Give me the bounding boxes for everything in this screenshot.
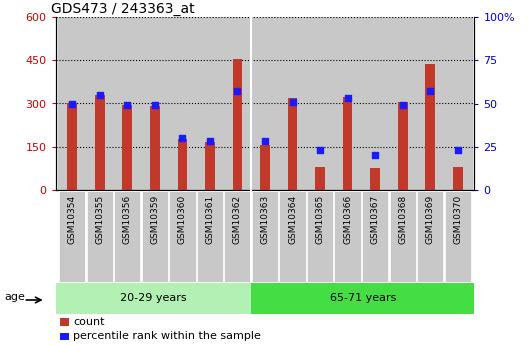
Text: GSM10368: GSM10368 <box>398 195 407 244</box>
Bar <box>370 168 380 190</box>
Bar <box>56 283 251 314</box>
Text: 20-29 years: 20-29 years <box>120 294 187 303</box>
Point <box>206 139 214 144</box>
FancyBboxPatch shape <box>197 191 223 282</box>
Bar <box>86 17 113 190</box>
Point <box>68 101 76 106</box>
Text: GSM10355: GSM10355 <box>95 195 104 244</box>
Bar <box>60 318 69 326</box>
Text: GSM10367: GSM10367 <box>370 195 379 244</box>
Bar <box>224 17 251 190</box>
FancyBboxPatch shape <box>362 191 388 282</box>
Bar <box>389 17 417 190</box>
Bar <box>178 139 187 190</box>
FancyBboxPatch shape <box>252 191 278 282</box>
Bar <box>453 167 463 190</box>
FancyBboxPatch shape <box>417 191 444 282</box>
FancyBboxPatch shape <box>224 191 251 282</box>
Bar <box>122 105 132 190</box>
Bar <box>361 17 389 190</box>
FancyBboxPatch shape <box>334 191 361 282</box>
Point <box>288 99 297 105</box>
Bar <box>260 145 270 190</box>
Point <box>454 147 462 153</box>
Bar <box>426 64 435 190</box>
Text: GDS473 / 243363_at: GDS473 / 243363_at <box>51 2 195 16</box>
Text: GSM10365: GSM10365 <box>315 195 324 244</box>
Text: count: count <box>73 317 105 327</box>
Bar <box>196 17 224 190</box>
Text: age: age <box>4 292 25 302</box>
Bar <box>251 283 474 314</box>
Point <box>316 147 324 153</box>
Text: GSM10356: GSM10356 <box>123 195 132 244</box>
Bar <box>398 102 408 190</box>
Bar <box>95 95 104 190</box>
Point <box>151 102 159 108</box>
Point <box>261 139 269 144</box>
Bar <box>67 104 77 190</box>
Text: GSM10370: GSM10370 <box>453 195 462 244</box>
FancyBboxPatch shape <box>169 191 196 282</box>
FancyBboxPatch shape <box>445 191 471 282</box>
FancyBboxPatch shape <box>142 191 168 282</box>
Point <box>343 96 352 101</box>
Bar <box>113 17 141 190</box>
Point <box>123 102 131 108</box>
Point <box>178 135 187 141</box>
Bar <box>306 17 334 190</box>
Text: GSM10361: GSM10361 <box>206 195 215 244</box>
Text: GSM10354: GSM10354 <box>68 195 77 244</box>
Text: 65-71 years: 65-71 years <box>330 294 396 303</box>
Text: GSM10369: GSM10369 <box>426 195 435 244</box>
Text: GSM10363: GSM10363 <box>261 195 269 244</box>
Point <box>371 152 379 158</box>
FancyBboxPatch shape <box>59 191 85 282</box>
Bar <box>417 17 444 190</box>
Bar <box>251 17 279 190</box>
Bar <box>334 17 361 190</box>
Bar <box>169 17 196 190</box>
Text: percentile rank within the sample: percentile rank within the sample <box>73 331 261 341</box>
Bar <box>141 17 169 190</box>
Bar <box>279 17 306 190</box>
FancyBboxPatch shape <box>114 191 140 282</box>
Text: GSM10359: GSM10359 <box>151 195 160 244</box>
Bar <box>60 333 69 340</box>
Point <box>399 102 407 108</box>
Text: GSM10362: GSM10362 <box>233 195 242 244</box>
FancyBboxPatch shape <box>86 191 113 282</box>
Text: GSM10364: GSM10364 <box>288 195 297 244</box>
Point <box>95 92 104 98</box>
Bar <box>205 142 215 190</box>
Text: GSM10360: GSM10360 <box>178 195 187 244</box>
Bar <box>150 106 160 190</box>
Bar <box>233 59 242 190</box>
Bar <box>444 17 472 190</box>
Bar <box>288 98 297 190</box>
Bar <box>58 17 86 190</box>
Point <box>426 89 435 94</box>
Bar <box>343 97 352 190</box>
FancyBboxPatch shape <box>307 191 333 282</box>
Text: GSM10366: GSM10366 <box>343 195 352 244</box>
FancyBboxPatch shape <box>279 191 306 282</box>
FancyBboxPatch shape <box>390 191 416 282</box>
Point <box>233 89 242 94</box>
Bar <box>315 167 325 190</box>
